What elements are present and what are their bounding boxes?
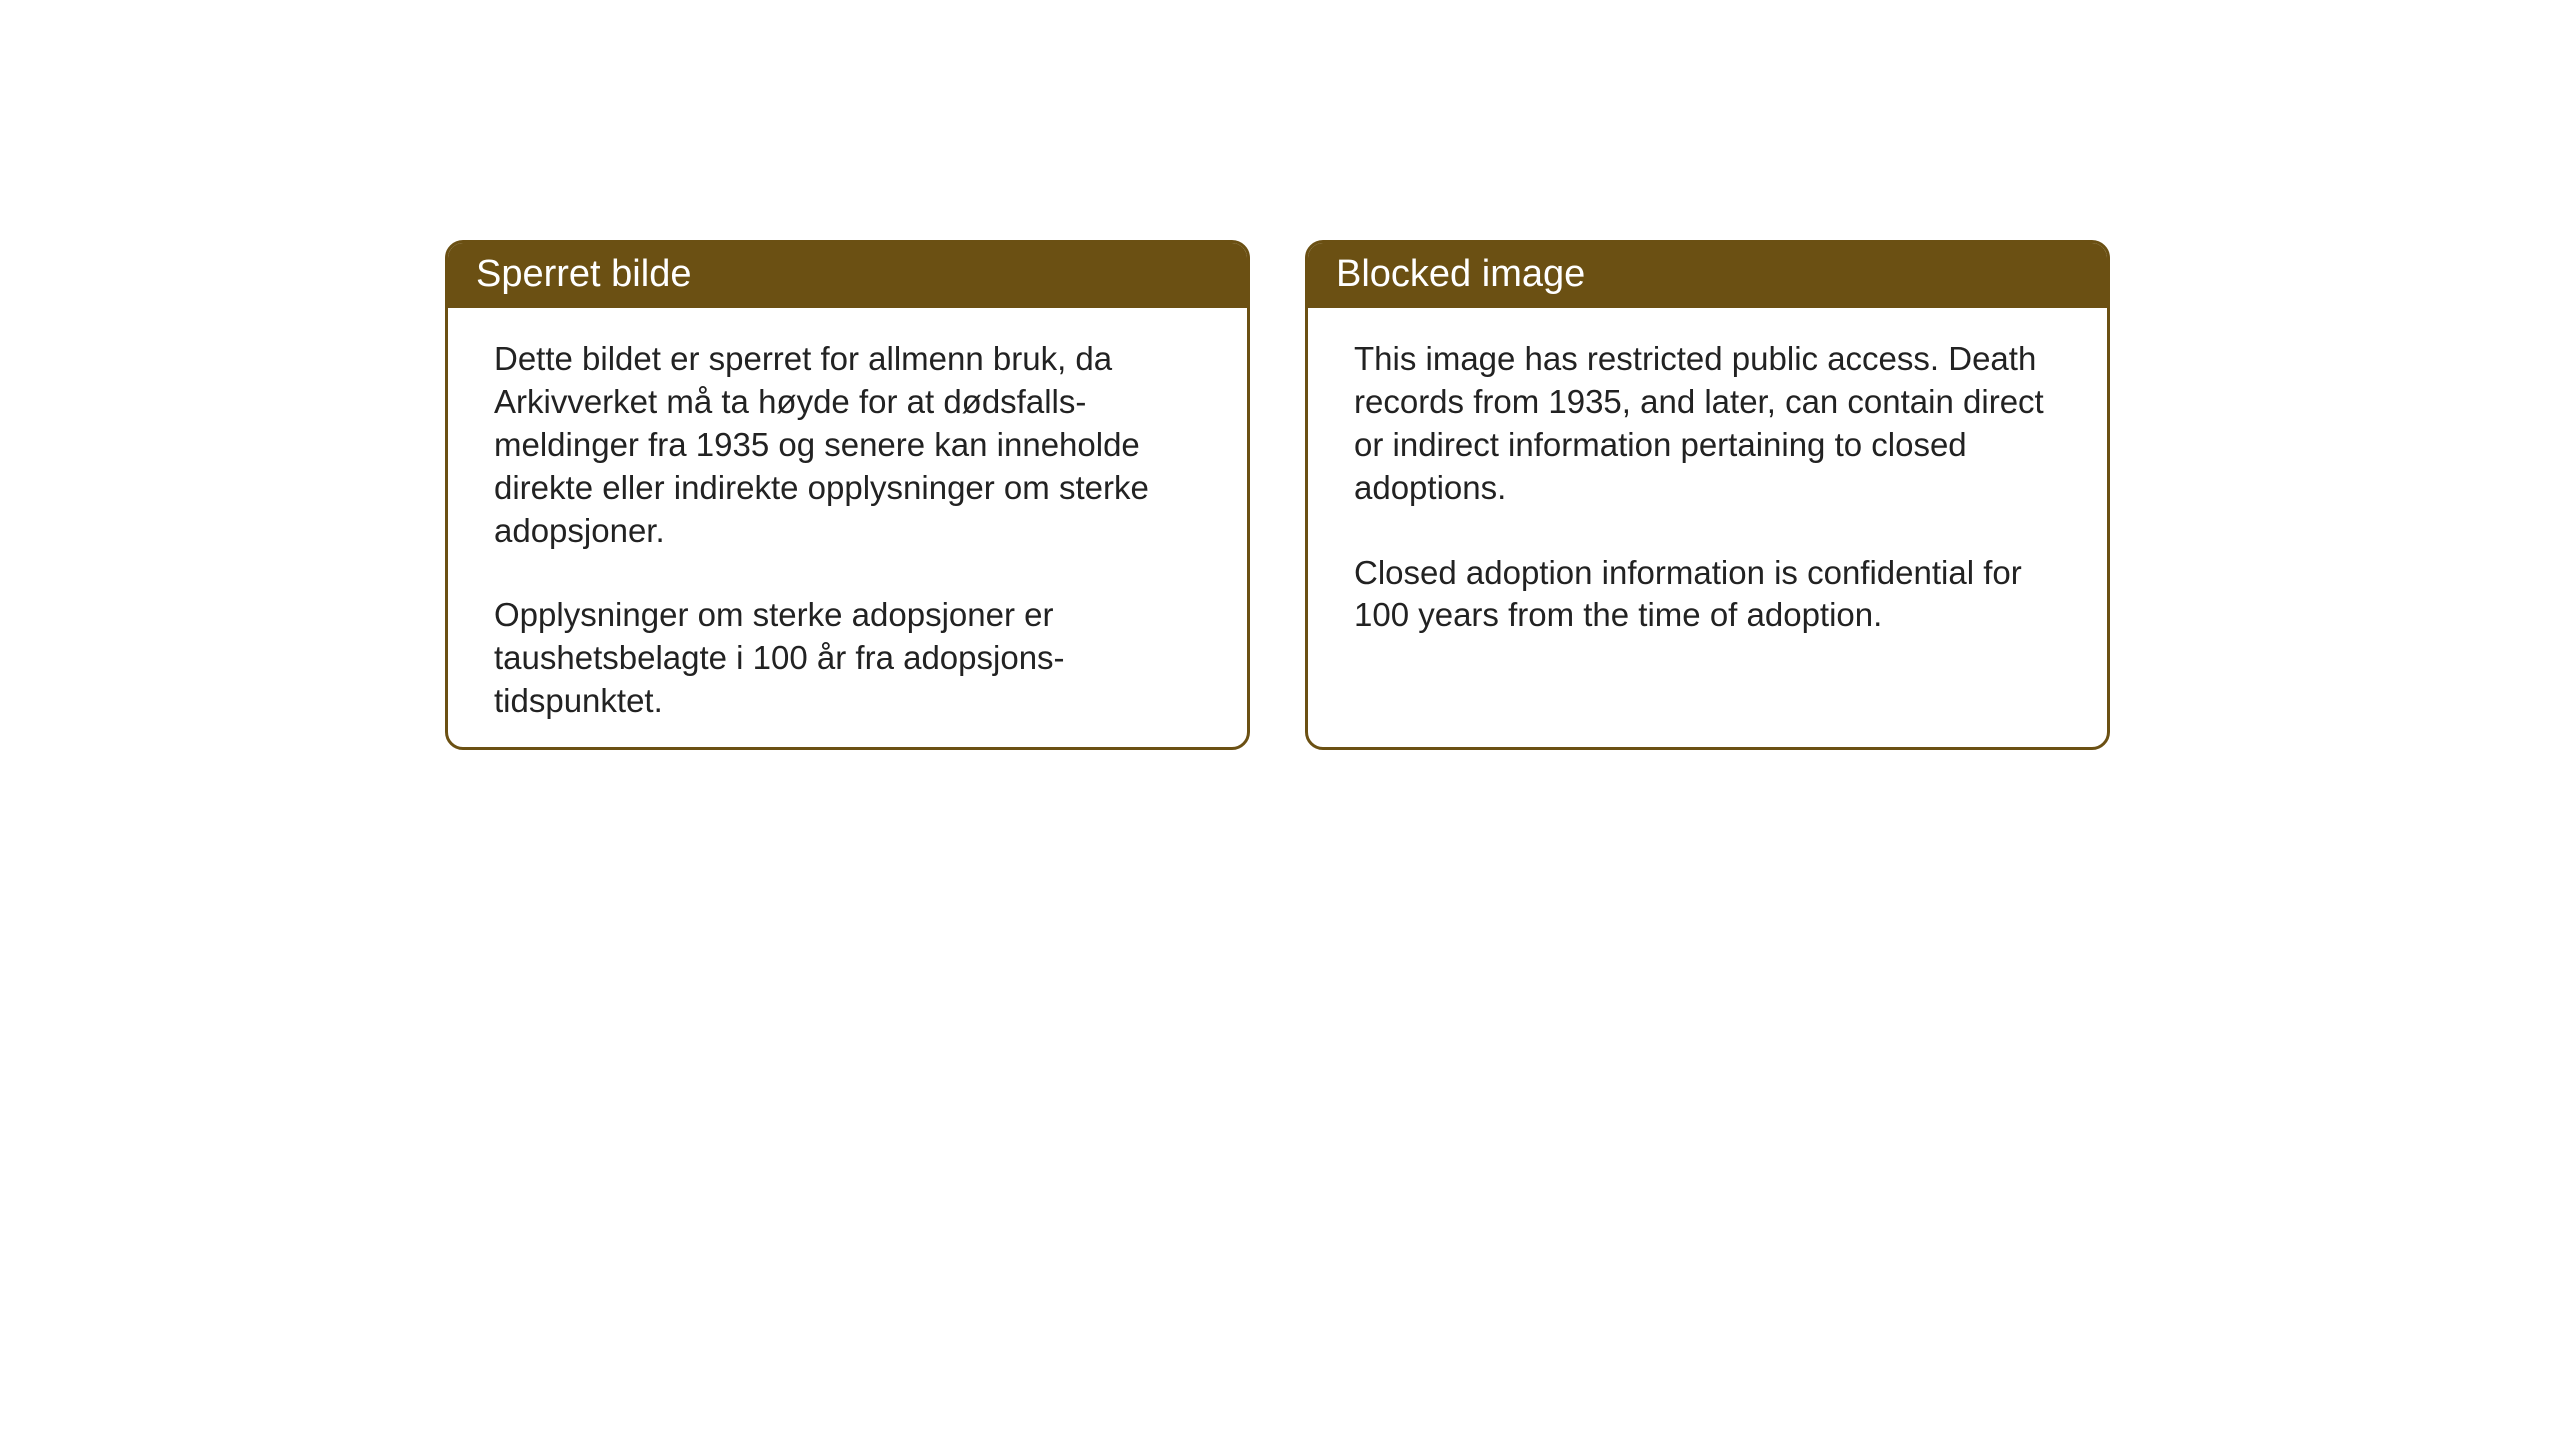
english-card-header: Blocked image [1308,243,2107,308]
norwegian-card-body: Dette bildet er sperret for allmenn bruk… [448,308,1247,750]
norwegian-notice-card: Sperret bilde Dette bildet er sperret fo… [445,240,1250,750]
english-card-body: This image has restricted public access.… [1308,308,2107,667]
norwegian-paragraph-1: Dette bildet er sperret for allmenn bruk… [494,338,1205,552]
norwegian-card-header: Sperret bilde [448,243,1247,308]
english-notice-card: Blocked image This image has restricted … [1305,240,2110,750]
english-paragraph-2: Closed adoption information is confident… [1354,552,2065,638]
norwegian-paragraph-2: Opplysninger om sterke adopsjoner er tau… [494,594,1205,723]
english-paragraph-1: This image has restricted public access.… [1354,338,2065,510]
english-card-title: Blocked image [1336,253,1585,295]
notice-container: Sperret bilde Dette bildet er sperret fo… [445,240,2110,750]
norwegian-card-title: Sperret bilde [476,253,691,295]
